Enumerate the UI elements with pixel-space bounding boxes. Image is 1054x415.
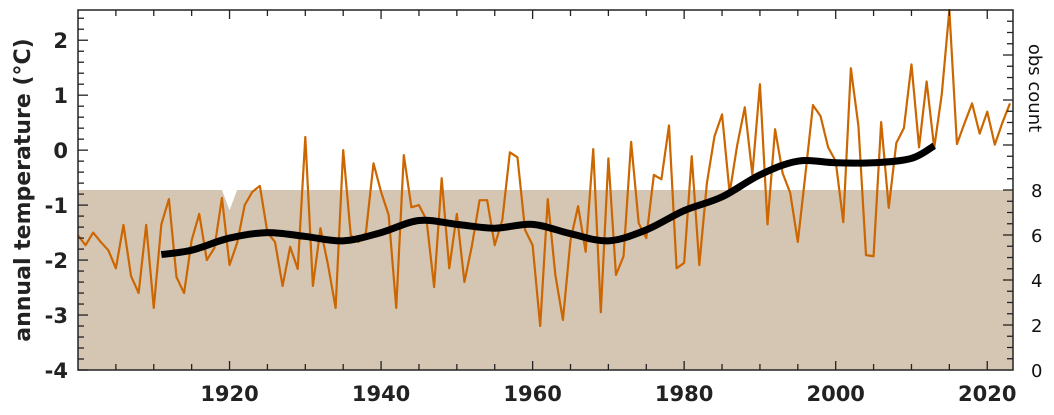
y-tick-label: 2 bbox=[53, 29, 68, 53]
y-tick-label: 0 bbox=[53, 139, 68, 163]
x-tick-label: 1920 bbox=[200, 382, 258, 406]
y-tick-label: -2 bbox=[45, 249, 68, 273]
annual-temperature-line bbox=[77, 8, 1011, 328]
y2-tick-label: 2 bbox=[1031, 316, 1042, 337]
y2-tick-label: 8 bbox=[1031, 181, 1042, 202]
y-axis-label: annual temperature (°C) bbox=[11, 38, 36, 341]
x-tick-label: 2000 bbox=[806, 382, 864, 406]
y-tick-label: -3 bbox=[45, 304, 68, 328]
y2-tick-label: 4 bbox=[1031, 271, 1042, 292]
x-tick-label: 2020 bbox=[958, 382, 1016, 406]
y2-axis-label: obs count bbox=[1024, 44, 1045, 132]
y2-tick-label: 0 bbox=[1031, 361, 1042, 382]
x-tick-label: 1940 bbox=[352, 382, 410, 406]
x-tick-label: 1980 bbox=[655, 382, 713, 406]
x-tick-label: 1960 bbox=[503, 382, 561, 406]
y2-tick-label: 6 bbox=[1031, 226, 1042, 247]
y-tick-label: -1 bbox=[45, 194, 68, 218]
smoothed-temperature-line bbox=[160, 142, 937, 259]
y-tick-label: 1 bbox=[53, 84, 68, 108]
y-tick-label: -4 bbox=[45, 359, 68, 383]
